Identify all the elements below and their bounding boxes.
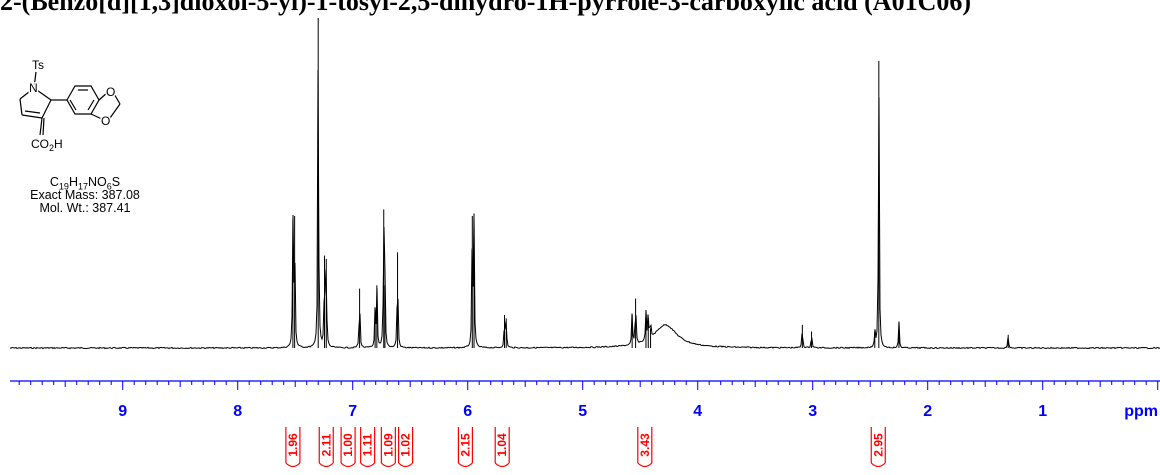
spectrum-trace xyxy=(9,69,1160,350)
integral-label: 1.11 xyxy=(361,433,375,456)
integral-bracket xyxy=(285,427,301,468)
integral-label: 2.15 xyxy=(458,433,472,457)
integral-label: 1.00 xyxy=(341,433,355,457)
integral-bracket xyxy=(340,427,356,468)
oxygen-label-top: O xyxy=(106,85,115,99)
integral-bracket xyxy=(494,427,510,468)
nitrogen-label: N xyxy=(29,81,38,95)
molecular-formula: C19H17NO6S xyxy=(49,175,121,192)
integral-bracket xyxy=(380,427,396,468)
integral-bracket xyxy=(398,427,414,468)
integral-label: 1.09 xyxy=(381,433,395,457)
ts-label: Ts xyxy=(32,58,44,72)
x-tick-label: 5 xyxy=(578,403,587,420)
spectrum-title: 2-(Benzo[d][1,3]dioxol-5-yl)-1-tosyl-2,5… xyxy=(0,0,972,16)
chemical-structure: Ts N CO2H O O xyxy=(19,58,121,153)
integral-bracket xyxy=(637,427,653,468)
x-tick-label: 7 xyxy=(348,403,357,420)
acid-label: CO2H xyxy=(31,137,63,153)
integral-label: 1.96 xyxy=(286,433,300,457)
integral-label: 2.11 xyxy=(319,433,333,456)
molecular-weight: Mol. Wt.: 387.41 xyxy=(39,201,131,215)
x-tick-label: 8 xyxy=(233,403,242,420)
oxygen-label-bottom: O xyxy=(101,114,110,128)
integral-label: 2.95 xyxy=(871,433,885,457)
x-tick-label: 3 xyxy=(808,403,817,420)
integral-bracket xyxy=(870,427,886,468)
x-tick-label: 4 xyxy=(693,403,702,420)
x-tick-label: 6 xyxy=(463,403,472,420)
x-tick-label: 1 xyxy=(1038,403,1047,420)
integral-label: 3.43 xyxy=(638,433,652,457)
integral-bracket xyxy=(457,427,473,468)
x-tick-label: 2 xyxy=(923,403,932,420)
x-tick-label: 9 xyxy=(118,403,127,420)
integral-label: 1.02 xyxy=(399,433,413,457)
x-axis-label: ppm xyxy=(1124,403,1158,420)
integral-label: 1.04 xyxy=(495,433,509,457)
integral-bracket xyxy=(318,427,334,468)
integral-bracket xyxy=(360,427,376,468)
exact-mass: Exact Mass: 387.08 xyxy=(30,188,140,202)
